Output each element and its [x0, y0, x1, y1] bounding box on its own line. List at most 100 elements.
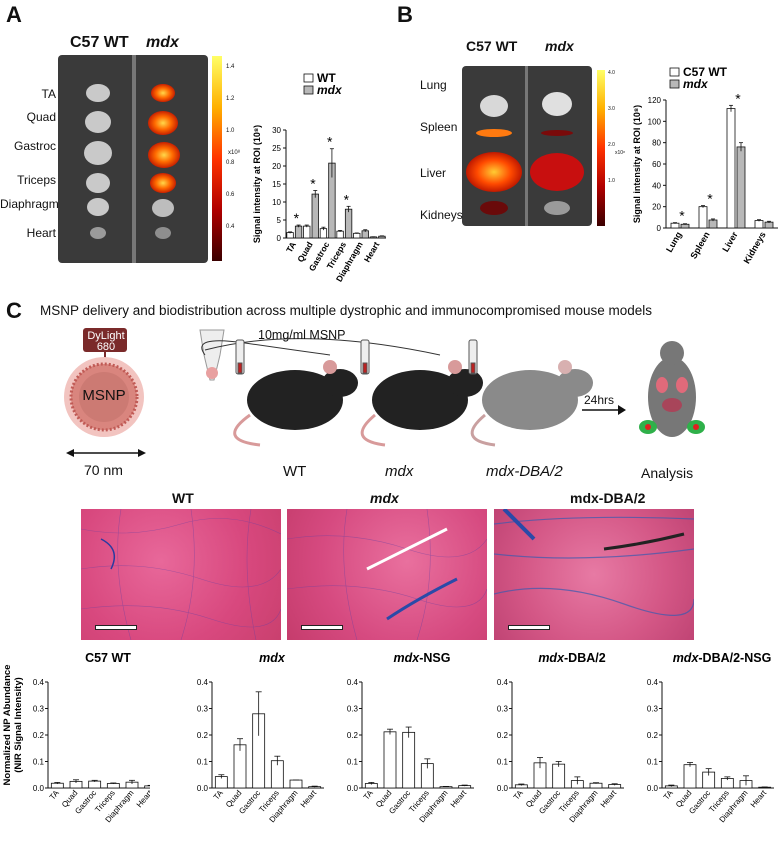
bar-wt — [286, 232, 294, 239]
legend-swatch — [303, 85, 314, 95]
panel-a-strain-mdx: mdx — [146, 34, 179, 51]
y-tick-label: 30 — [272, 126, 281, 135]
y-tick-label: 0.0 — [497, 784, 509, 793]
chart-title: C57 WT — [85, 652, 131, 665]
legend-swatch — [303, 73, 314, 83]
colorbar-b-tick: 4.0 — [608, 70, 615, 76]
bar — [589, 782, 603, 789]
y-tick-label: 0.2 — [647, 731, 659, 740]
bar — [683, 764, 697, 789]
chart-title: mdx — [259, 652, 286, 665]
category-label: Heart — [449, 788, 469, 809]
category-label: Spleen — [688, 230, 711, 261]
msnp-particle — [64, 328, 144, 437]
bar-c57-wt — [726, 108, 736, 229]
y-tick-label: 0.4 — [197, 678, 209, 687]
y-tick-label: 0.1 — [497, 758, 509, 767]
y-tick-label: 0.3 — [647, 705, 659, 714]
significance-marker: * — [707, 191, 713, 207]
y-tick-label: 0.2 — [197, 731, 209, 740]
bar — [552, 763, 566, 789]
y-tick-label: 40 — [652, 181, 661, 190]
bar-mdx — [311, 193, 319, 239]
colorbar-b-tick: 2.0 — [608, 142, 615, 148]
biodistribution-chart-3: 0.00.10.20.30.4TA QuadGastrocTricepsDiaph… — [347, 652, 474, 824]
mouse-label-wt: WT — [283, 463, 307, 480]
organ-images — [466, 66, 584, 226]
y-tick-label: 0.2 — [33, 731, 45, 740]
bar-mdx — [708, 219, 718, 229]
panel-b-strain-wt: C57 WT — [466, 38, 518, 54]
bar-wt — [303, 225, 311, 239]
colorbar-a-tick: 0.4 — [226, 224, 235, 230]
y-tick-label: 60 — [652, 160, 661, 169]
tissue-label-gastroc: Gastroc — [13, 139, 56, 153]
scale-bar-mdx — [301, 625, 343, 630]
category-label: Heart — [362, 240, 382, 264]
y-tick-label: 20 — [652, 203, 661, 212]
mouse-label-mdx: mdx — [385, 463, 414, 480]
scale-bar-dba2 — [508, 625, 550, 630]
tissue-label-ta: TA — [41, 87, 56, 101]
y-tick-label: 0.2 — [497, 731, 509, 740]
colorbar-b-tick: 3.0 — [608, 106, 615, 112]
colorbar-a-tick: 1.4 — [226, 64, 235, 70]
y-tick-label: 0.3 — [197, 705, 209, 714]
y-tick-label: 0.4 — [497, 678, 509, 687]
schematic — [64, 328, 705, 457]
bar — [144, 785, 150, 789]
analysis-label: Analysis — [641, 465, 694, 481]
biodistribution-chart-1: 0.00.10.20.30.4TA QuadGastrocTricepsDiaph… — [2, 652, 150, 824]
bar — [106, 783, 120, 789]
organ-label-kidneys: Kidneys — [420, 208, 463, 222]
ivis-plate-muscles — [58, 55, 208, 263]
bar-c57-wt — [670, 222, 680, 229]
significance-marker: * — [679, 208, 685, 224]
category-label: TA — [284, 240, 298, 254]
organ-label-liver: Liver — [420, 166, 447, 180]
y-tick-label: 20 — [272, 162, 281, 171]
size-label: 70 nm — [84, 462, 123, 478]
y-tick-label: 0.0 — [197, 784, 209, 793]
organ-label-lung: Lung — [420, 78, 447, 92]
significance-marker: * — [294, 210, 300, 226]
y-tick-label: 0 — [657, 224, 662, 233]
legend-entry: WT — [317, 71, 336, 85]
colorbar-a-tick: 0.6 — [226, 192, 235, 198]
legend-entry: mdx — [683, 77, 709, 91]
ivis-plate-organs — [462, 66, 592, 226]
colorbar-a-tick: 1.2 — [226, 96, 235, 102]
y-tick-label: 10 — [272, 198, 281, 207]
panel-c-title: MSNP delivery and biodistribution across… — [40, 303, 653, 318]
syringe-icons — [235, 339, 478, 375]
analysis-mouse-icon — [639, 341, 705, 437]
y-tick-label: 0.3 — [33, 705, 45, 714]
colorbar-a — [212, 56, 222, 261]
bar-wt — [336, 230, 344, 239]
colorbar-b — [597, 70, 605, 226]
category-label: Heart — [749, 788, 769, 809]
histology-image-wt — [81, 509, 281, 640]
chart-title: mdx-NSG — [394, 652, 451, 665]
y-tick-label: 25 — [272, 144, 281, 153]
legend-swatch — [669, 79, 680, 89]
colorbar-a-tick: 1.0 — [226, 128, 235, 134]
histology-image-mdx — [287, 509, 487, 640]
bar-mdx — [294, 225, 303, 239]
y-tick-label: 100 — [648, 117, 662, 126]
category-label: Lung — [664, 230, 684, 254]
bar — [383, 731, 397, 789]
particle-label: MSNP — [82, 387, 126, 404]
significance-marker: * — [344, 191, 350, 207]
category-label: Heart — [135, 788, 150, 809]
significance-marker: * — [735, 90, 741, 106]
dye-label-1: DyLight — [87, 330, 125, 342]
organ-label-spleen: Spleen — [420, 120, 458, 134]
y-tick-label: 0.1 — [647, 758, 659, 767]
muscle-images — [84, 55, 180, 263]
y-tick-label: 0.0 — [647, 784, 659, 793]
dose-label: 10mg/ml MSNP — [258, 328, 346, 342]
y-tick-label: 0.0 — [33, 784, 45, 793]
dye-label-2: 680 — [96, 341, 116, 353]
significance-marker: * — [310, 175, 316, 191]
